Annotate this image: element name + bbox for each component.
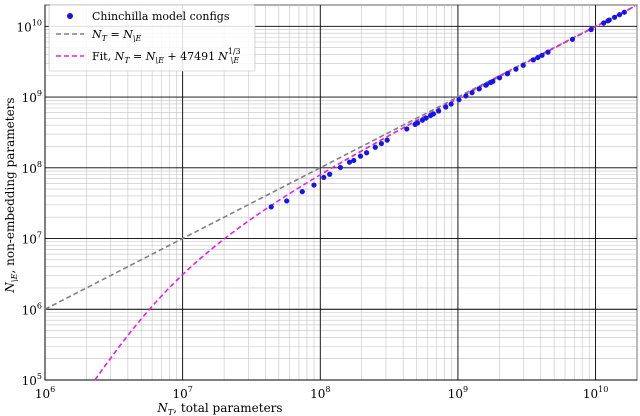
x-axis-title: NT, total parameters: [156, 401, 282, 416]
data-point: [476, 86, 482, 92]
data-point: [535, 54, 541, 61]
y-tick-label: 107: [22, 231, 42, 247]
legend-marker-configs: [67, 13, 73, 19]
data-point: [469, 90, 475, 96]
data-point: [513, 66, 519, 72]
legend-box: [48, 4, 256, 72]
y-tick-label: 109: [22, 89, 42, 105]
data-point: [363, 150, 370, 156]
y-tick-label: 1010: [17, 18, 42, 34]
data-point: [490, 78, 496, 85]
data-point: [284, 198, 290, 204]
data-point: [463, 93, 469, 99]
data-point: [404, 126, 410, 132]
data-point: [299, 189, 305, 195]
data-point: [337, 164, 343, 171]
data-point: [616, 12, 623, 18]
data-point: [448, 101, 454, 107]
data-point: [545, 49, 551, 55]
legend: Chinchilla model configs NT = N\E Fit, N…: [48, 4, 256, 72]
data-point: [384, 137, 390, 143]
data-point: [327, 171, 333, 177]
data-point: [606, 17, 612, 23]
data-point: [423, 115, 429, 121]
x-tick-label: 108: [310, 385, 330, 401]
data-point: [357, 153, 364, 159]
data-point: [378, 140, 384, 147]
y-axis-title: N\E, non-embedding parameters: [3, 97, 19, 293]
legend-label-configs: Chinchilla model configs: [92, 10, 230, 23]
data-point: [530, 57, 536, 63]
legend-label-fit: Fit, NT = N\E + 47491 N1/3 \E: [92, 47, 241, 65]
data-point: [346, 159, 353, 165]
x-axis-ticks: 106 107 108 109 1010: [35, 385, 608, 401]
y-axis-ticks: 105 106 107 108 109 1010: [17, 18, 42, 388]
data-point: [483, 82, 489, 88]
data-point: [321, 174, 327, 181]
data-point: [311, 182, 317, 188]
data-point: [520, 62, 526, 68]
data-point: [351, 157, 357, 164]
x-tick-label: 107: [172, 385, 192, 401]
data-point: [414, 120, 421, 126]
data-point: [456, 97, 462, 103]
data-point: [372, 144, 378, 150]
data-point: [496, 75, 503, 81]
data-point: [539, 52, 545, 58]
data-point: [430, 111, 437, 117]
x-tick-label: 109: [448, 385, 468, 401]
series-points: [268, 9, 627, 210]
data-point: [505, 70, 511, 77]
data-point: [621, 9, 627, 15]
x-tick-label: 106: [35, 385, 55, 401]
legend-label-identity: NT = N\E: [91, 28, 142, 43]
y-tick-label: 108: [22, 160, 42, 176]
data-point: [611, 14, 618, 20]
y-tick-label: 105: [22, 372, 42, 388]
data-point: [436, 108, 442, 114]
y-tick-label: 106: [22, 301, 42, 317]
data-point: [268, 204, 274, 210]
x-tick-label: 1010: [583, 385, 608, 401]
data-point: [588, 26, 594, 33]
data-point: [601, 20, 607, 26]
data-point: [443, 104, 449, 110]
data-point: [569, 36, 576, 42]
